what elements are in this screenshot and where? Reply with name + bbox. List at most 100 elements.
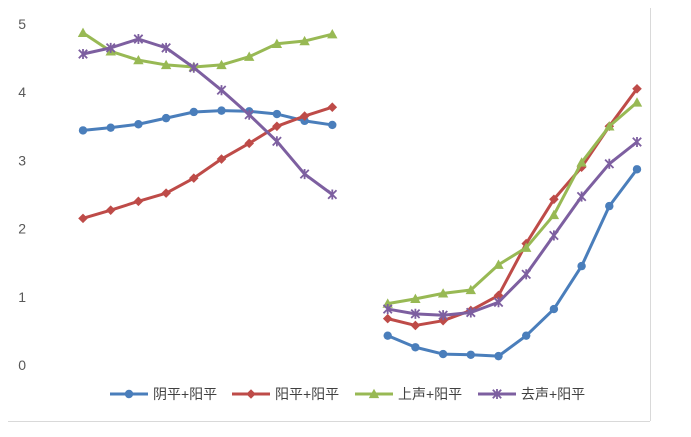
y-tick-label: 0 bbox=[18, 357, 26, 373]
data-point bbox=[437, 288, 449, 298]
data-point bbox=[411, 343, 420, 352]
data-point bbox=[382, 304, 393, 315]
data-point bbox=[189, 173, 199, 183]
data-point bbox=[494, 351, 503, 361]
data-point bbox=[299, 169, 310, 180]
data-point bbox=[77, 27, 89, 38]
data-point bbox=[383, 331, 392, 340]
data-point bbox=[410, 308, 421, 319]
series-line bbox=[387, 101, 638, 306]
data-point bbox=[492, 388, 502, 400]
data-point bbox=[160, 59, 172, 70]
data-point bbox=[438, 315, 448, 326]
data-point bbox=[493, 297, 504, 308]
data-point bbox=[271, 38, 283, 48]
data-point bbox=[105, 42, 116, 53]
legend-label: 去声+阳平 bbox=[521, 386, 585, 402]
data-point bbox=[78, 213, 88, 224]
data-point bbox=[216, 154, 227, 164]
plot-area bbox=[77, 27, 643, 361]
data-point bbox=[438, 310, 448, 321]
data-point bbox=[133, 33, 144, 45]
series-line bbox=[82, 109, 333, 132]
data-point bbox=[521, 242, 532, 252]
series-3 bbox=[77, 27, 643, 308]
data-point bbox=[327, 29, 338, 39]
data-point bbox=[465, 307, 476, 318]
data-point bbox=[548, 209, 560, 220]
legend-entry: 去声+阳平 bbox=[478, 386, 585, 402]
data-point bbox=[216, 85, 227, 96]
data-point bbox=[78, 48, 88, 60]
data-point bbox=[134, 120, 143, 129]
data-point bbox=[161, 188, 171, 198]
series-1 bbox=[78, 106, 642, 361]
y-tick-label: 3 bbox=[18, 152, 26, 168]
data-point bbox=[188, 62, 199, 73]
data-point bbox=[466, 350, 475, 359]
legend-label: 阳平+阳平 bbox=[275, 386, 339, 402]
data-point bbox=[272, 121, 282, 132]
data-point bbox=[133, 196, 144, 207]
y-tick-label: 4 bbox=[18, 84, 26, 100]
data-point bbox=[161, 42, 171, 53]
data-point bbox=[605, 201, 614, 211]
data-point bbox=[244, 138, 254, 149]
series-4 bbox=[78, 33, 642, 321]
series-line bbox=[82, 31, 333, 69]
data-point bbox=[577, 261, 586, 271]
data-point bbox=[327, 189, 338, 200]
data-point bbox=[521, 269, 532, 280]
legend-entry: 阴平+阳平 bbox=[110, 386, 217, 402]
data-point bbox=[299, 111, 310, 121]
data-point bbox=[244, 51, 255, 61]
data-point bbox=[368, 388, 380, 399]
data-point bbox=[631, 97, 643, 107]
data-point bbox=[272, 136, 282, 147]
data-point bbox=[604, 121, 615, 131]
data-point bbox=[246, 389, 256, 399]
legend-label: 上声+阳平 bbox=[398, 386, 462, 402]
y-tick-label: 1 bbox=[18, 289, 26, 305]
data-point bbox=[189, 107, 198, 117]
data-point bbox=[327, 102, 338, 113]
y-tick-label: 2 bbox=[18, 221, 26, 237]
data-point bbox=[299, 35, 310, 46]
legend: 阴平+阳平 阳平+阳平 上声+阳平 去声+阳平 bbox=[110, 386, 585, 402]
data-point bbox=[549, 304, 559, 314]
data-point bbox=[549, 194, 559, 205]
data-point bbox=[133, 54, 144, 65]
y-tick-label: 5 bbox=[18, 16, 26, 32]
series-line bbox=[82, 37, 334, 196]
data-point bbox=[576, 157, 587, 167]
data-point bbox=[604, 158, 615, 169]
data-point bbox=[124, 389, 134, 399]
data-point bbox=[410, 293, 421, 304]
data-point bbox=[106, 123, 115, 132]
data-point bbox=[522, 331, 531, 340]
data-point bbox=[549, 230, 559, 241]
data-point bbox=[217, 106, 226, 115]
data-point bbox=[410, 320, 421, 331]
series-line bbox=[387, 140, 638, 317]
data-point bbox=[161, 113, 171, 123]
data-point bbox=[328, 120, 337, 130]
legend-label: 阴平+阳平 bbox=[153, 386, 217, 402]
data-point bbox=[105, 205, 116, 215]
data-point bbox=[632, 136, 642, 148]
data-point bbox=[493, 259, 504, 269]
y-axis: 0 1 2 3 4 5 bbox=[18, 16, 26, 373]
data-point bbox=[216, 59, 227, 70]
data-point bbox=[576, 191, 587, 202]
data-point bbox=[438, 349, 448, 359]
series-line bbox=[82, 105, 333, 220]
legend-entry: 阳平+阳平 bbox=[232, 386, 339, 402]
data-point bbox=[632, 165, 642, 174]
data-point bbox=[78, 126, 88, 135]
series-line bbox=[387, 168, 639, 358]
data-point bbox=[244, 109, 255, 120]
data-point bbox=[632, 83, 642, 94]
